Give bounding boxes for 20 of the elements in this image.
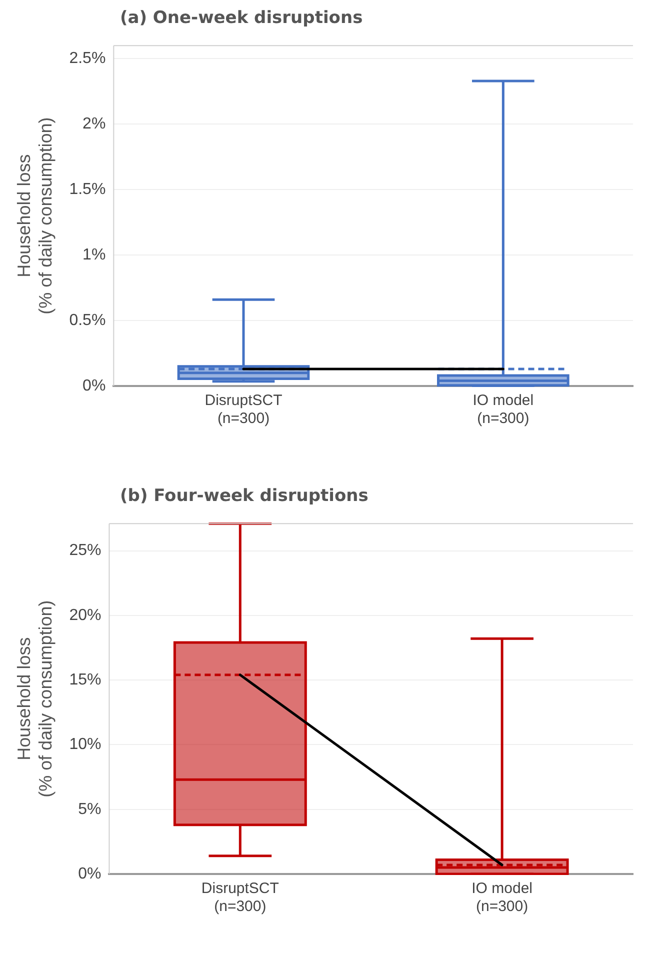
y-tick-label: 2% bbox=[82, 116, 106, 133]
y-tick-label: 15% bbox=[69, 671, 102, 688]
chart-title: (b) Four-week disruptions bbox=[119, 485, 370, 506]
y-tick-label: 5% bbox=[78, 800, 102, 818]
y-tick-label: 1.5% bbox=[69, 181, 106, 198]
y-tick-label: 1% bbox=[82, 246, 106, 264]
x-tick-label: DisruptSCT (n=300) bbox=[204, 392, 282, 428]
y-tick-label: 20% bbox=[69, 606, 102, 624]
chart-title: (a) One-week disruptions bbox=[119, 7, 364, 28]
y-tick-label: 2.5% bbox=[69, 50, 106, 68]
y-axis-title: Household loss (% of daily consumption) bbox=[14, 600, 56, 798]
y-tick-label: 25% bbox=[69, 542, 102, 560]
x-tick-label: DisruptSCT (n=300) bbox=[201, 880, 279, 916]
y-tick-label: 0% bbox=[78, 865, 102, 882]
y-tick-label: 0.5% bbox=[69, 312, 106, 329]
x-tick-label: IO model (n=300) bbox=[472, 392, 534, 428]
y-tick-label: 0% bbox=[82, 377, 106, 394]
y-tick-label: 10% bbox=[69, 736, 102, 754]
x-tick-label: IO model (n=300) bbox=[472, 880, 532, 916]
y-axis-title: Household loss (% of daily consumption) bbox=[14, 117, 56, 314]
